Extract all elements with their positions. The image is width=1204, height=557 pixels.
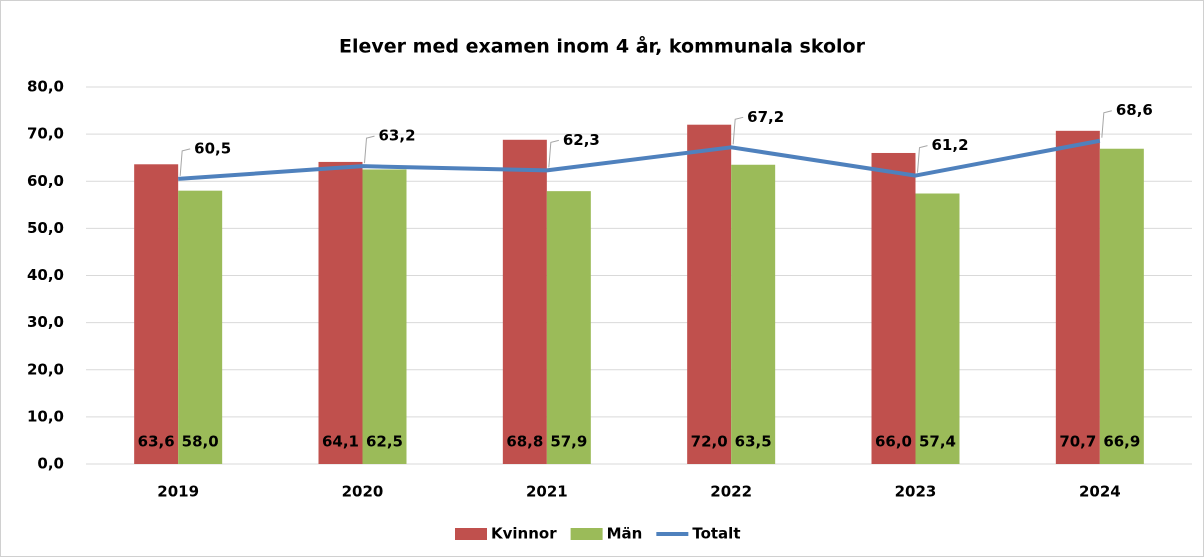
bar-value-label: 63,5 — [735, 433, 772, 451]
bar — [318, 161, 363, 464]
bar — [178, 190, 223, 465]
bar-value-label: 66,0 — [875, 433, 912, 451]
chart-title: Elever med examen inom 4 år, kommunala s… — [339, 34, 866, 58]
line-value-label: 62,3 — [563, 131, 600, 149]
y-tick-label: 50,0 — [27, 219, 64, 237]
x-tick-label: 2024 — [1079, 483, 1121, 501]
line-value-label: 68,6 — [1116, 101, 1153, 119]
bar-value-label: 62,5 — [366, 433, 403, 451]
bar-value-label: 63,6 — [138, 433, 175, 451]
line-value-label: 60,5 — [194, 139, 231, 157]
legend-label: Män — [607, 525, 643, 543]
leader-line — [179, 148, 191, 176]
x-tick-label: 2022 — [710, 483, 752, 501]
line-value-label: 67,2 — [747, 108, 784, 126]
bar — [871, 152, 916, 464]
bar — [687, 124, 732, 464]
bar-value-label: 70,7 — [1059, 433, 1096, 451]
y-tick-label: 60,0 — [27, 172, 64, 190]
leader-line — [364, 135, 375, 164]
bar-value-label: 66,9 — [1103, 433, 1140, 451]
leader-line — [917, 145, 928, 173]
bar — [1099, 148, 1144, 464]
bar-value-label: 58,0 — [182, 433, 219, 451]
leader-line — [1101, 110, 1112, 138]
bar — [546, 191, 591, 465]
y-tick-label: 20,0 — [27, 360, 64, 378]
line-value-label: 63,2 — [379, 127, 416, 145]
y-tick-label: 0,0 — [37, 455, 64, 473]
y-tick-label: 40,0 — [27, 266, 64, 284]
bar — [362, 169, 407, 464]
bar-value-label: 72,0 — [691, 433, 728, 451]
x-tick-label: 2019 — [157, 483, 199, 501]
legend-label: Kvinnor — [491, 525, 557, 543]
legend-label: Totalt — [692, 525, 740, 543]
line-series — [178, 138, 1101, 181]
x-tick-label: 2021 — [526, 483, 568, 501]
bar-value-label: 57,4 — [919, 433, 956, 451]
bar — [502, 139, 547, 464]
y-tick-label: 80,0 — [27, 78, 64, 96]
bar-value-label: 68,8 — [506, 433, 543, 451]
leader-line — [732, 116, 744, 145]
x-tick-label: 2020 — [342, 483, 384, 501]
x-tick-label: 2023 — [895, 483, 937, 501]
y-tick-label: 10,0 — [27, 407, 64, 425]
bar — [134, 164, 179, 464]
legend-swatch — [455, 528, 487, 540]
y-tick-label: 70,0 — [27, 125, 64, 143]
legend-swatch — [570, 528, 603, 540]
bar — [731, 164, 776, 464]
bar-value-label: 64,1 — [322, 433, 359, 451]
bar — [915, 193, 960, 464]
y-tick-label: 30,0 — [27, 313, 64, 331]
leader-line — [548, 139, 559, 168]
line-value-label: 61,2 — [932, 136, 969, 154]
bar-value-label: 57,9 — [550, 433, 587, 451]
bar — [1055, 130, 1100, 465]
